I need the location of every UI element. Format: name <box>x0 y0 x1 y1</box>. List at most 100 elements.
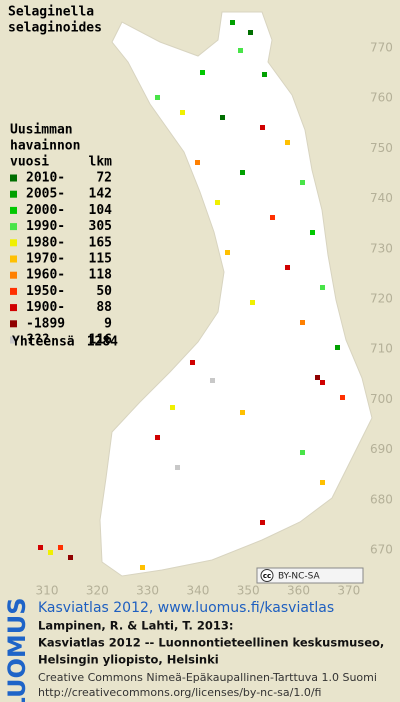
legend-count: 165 <box>89 235 112 250</box>
square <box>210 378 215 383</box>
total-label: Yhteensä <box>12 335 75 350</box>
legend-swatch <box>10 255 17 263</box>
y-tick-label: 770 <box>370 41 393 55</box>
observation-squares <box>38 20 345 570</box>
legend-swatch <box>10 336 17 344</box>
legend-swatch <box>10 271 17 279</box>
legend-label: 2005- <box>26 187 65 202</box>
legend-count: 142 <box>89 187 112 202</box>
square <box>240 170 245 175</box>
square <box>68 555 73 560</box>
legend: 2010- 72 2005- 142 2000- 104 1990- 305 1980- 165 1… <box>10 171 112 348</box>
legend-count: 115 <box>89 252 112 267</box>
square <box>175 465 180 470</box>
square <box>340 395 345 400</box>
square <box>315 375 320 380</box>
total-value: 1284 <box>87 335 118 350</box>
legend-count: 118 <box>89 268 113 283</box>
legend-header: havainnon <box>10 139 80 154</box>
legend-count: 9 <box>104 316 112 331</box>
square <box>300 180 305 185</box>
citation-line: Helsingin yliopisto, Helsinki <box>38 653 219 667</box>
legend-swatch <box>10 190 17 198</box>
luomus-logo: LUOMUS <box>3 598 31 702</box>
square <box>320 480 325 485</box>
legend-count: 88 <box>96 300 112 315</box>
legend-label: 1950- <box>26 284 65 299</box>
square <box>300 450 305 455</box>
y-tick-label: 720 <box>370 292 393 306</box>
finland-outline <box>99 11 373 577</box>
square <box>220 115 225 120</box>
square <box>215 200 220 205</box>
x-tick-label: 340 <box>186 584 209 598</box>
legend-count-header: lkm <box>89 155 113 170</box>
y-tick-label: 740 <box>370 191 393 205</box>
square <box>248 30 253 35</box>
y-tick-label: 730 <box>370 241 393 255</box>
square <box>190 360 195 365</box>
legend-count: 116 <box>89 333 113 348</box>
license-line[interactable]: http://creativecommons.org/licenses/by-n… <box>38 686 321 699</box>
legend-swatch <box>10 206 17 214</box>
square <box>48 550 53 555</box>
square <box>300 320 305 325</box>
x-tick-label: 370 <box>337 584 360 598</box>
square <box>285 265 290 270</box>
square <box>260 520 265 525</box>
cc-icon-text: cc <box>263 572 271 580</box>
title-line: Selaginella <box>8 5 94 20</box>
legend-count: 305 <box>89 219 112 234</box>
legend-count: 72 <box>96 171 112 186</box>
x-tick-label: 330 <box>136 584 159 598</box>
y-tick-label: 760 <box>370 91 393 105</box>
legend-swatch <box>10 287 17 295</box>
legend-header: vuosi <box>10 155 49 170</box>
title-line: selaginoides <box>8 21 102 36</box>
x-tick-label: 360 <box>287 584 310 598</box>
x-tick-label: 350 <box>237 584 260 598</box>
license-badge: BY-NC-SA <box>278 572 321 582</box>
square <box>250 300 255 305</box>
legend-label: 1990- <box>26 219 65 234</box>
legend-label: -1899 <box>26 316 65 331</box>
legend-swatch <box>10 304 17 312</box>
square <box>195 160 200 165</box>
y-tick-label: 700 <box>370 392 393 406</box>
square <box>140 565 145 570</box>
square <box>270 215 275 220</box>
y-tick-label: 750 <box>370 141 393 155</box>
legend-swatch <box>10 174 17 182</box>
square <box>225 250 230 255</box>
legend-label: ??? <box>26 333 49 348</box>
y-tick-label: 690 <box>370 442 393 456</box>
square <box>200 70 205 75</box>
atlas-link[interactable]: Kasviatlas 2012, www.luomus.fi/kasviatla… <box>38 600 334 616</box>
square <box>155 435 160 440</box>
x-tick-label: 310 <box>36 584 59 598</box>
square <box>38 545 43 550</box>
square <box>180 110 185 115</box>
square <box>170 405 175 410</box>
legend-count: 50 <box>96 284 112 299</box>
y-tick-label: 670 <box>370 543 393 557</box>
legend-count: 104 <box>89 203 113 218</box>
legend-label: 2010- <box>26 171 65 186</box>
square <box>240 410 245 415</box>
citation-line: Kasviatlas 2012 -- Luonnontieteellinen k… <box>38 636 384 650</box>
x-tick-label: 320 <box>86 584 109 598</box>
legend-swatch <box>10 223 17 231</box>
legend-swatch <box>10 320 17 328</box>
cc-icon <box>260 569 274 582</box>
square <box>260 125 265 130</box>
square <box>238 48 243 53</box>
y-tick-label: 680 <box>370 492 393 506</box>
square <box>310 230 315 235</box>
square <box>285 140 290 145</box>
square <box>155 95 160 100</box>
square <box>320 285 325 290</box>
legend-header: Uusimman <box>10 123 73 138</box>
square <box>320 380 325 385</box>
license-line: Creative Commons Nimeä-Epäkaupallinen-Ta… <box>38 671 377 684</box>
